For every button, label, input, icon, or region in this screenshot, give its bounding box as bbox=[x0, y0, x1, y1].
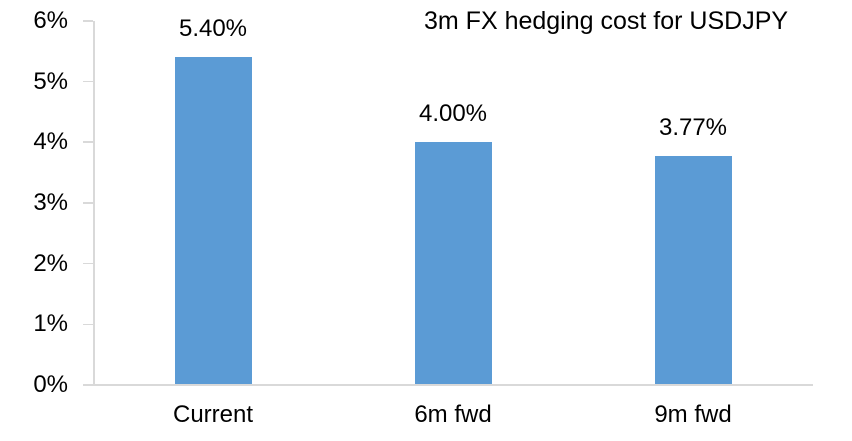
bar-value-label: 4.00% bbox=[418, 100, 488, 128]
y-axis-tick-label: 1% bbox=[33, 310, 68, 338]
bar-value-label: 5.40% bbox=[178, 15, 248, 43]
x-axis-category-label: 6m fwd bbox=[414, 401, 492, 428]
bar-9m-fwd bbox=[654, 156, 732, 385]
y-axis-tick-label: 3% bbox=[33, 188, 68, 216]
y-axis-line bbox=[93, 20, 95, 385]
y-axis-tick-label: 0% bbox=[33, 371, 68, 398]
bar-6m-fwd bbox=[414, 142, 492, 385]
y-axis-tick-label: 4% bbox=[33, 128, 68, 156]
y-axis-tick-label: 6% bbox=[33, 6, 68, 34]
y-axis-tick bbox=[83, 20, 93, 22]
y-axis-tick bbox=[83, 202, 93, 204]
x-axis-line bbox=[83, 384, 813, 386]
y-axis-tick-label: 2% bbox=[33, 249, 68, 277]
y-axis-tick bbox=[83, 141, 93, 143]
y-axis-tick-label: 5% bbox=[33, 67, 68, 95]
bar-value-label: 3.77% bbox=[658, 114, 728, 142]
y-axis-tick bbox=[83, 80, 93, 83]
y-axis-tick bbox=[83, 262, 93, 265]
y-axis-tick bbox=[83, 323, 93, 326]
x-axis-category-label: 9m fwd bbox=[654, 401, 732, 428]
x-axis-category-label: Current bbox=[172, 401, 254, 428]
chart-title: 3m FX hedging cost for USDJPY bbox=[424, 7, 789, 35]
bar-current bbox=[174, 57, 252, 385]
